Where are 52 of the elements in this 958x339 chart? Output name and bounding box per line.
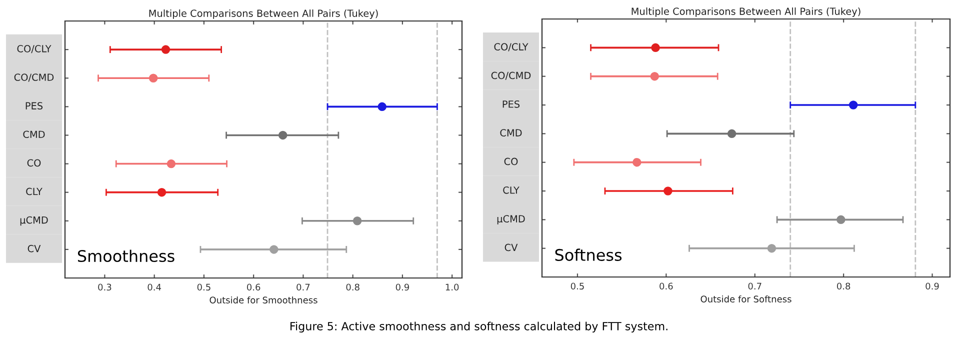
x-tick-label: 0.6 (246, 284, 260, 291)
x-tick-label: 0.5 (197, 284, 210, 291)
chart-title: Multiple Comparisons Between All Pairs (Tukey) (149, 9, 378, 19)
point (352, 216, 362, 226)
y-tick-label: CMD (23, 130, 45, 138)
x-tick-label: 0.8 (836, 282, 850, 290)
y-tick-label: µCMD (497, 215, 525, 224)
point (278, 130, 288, 140)
y-tick-label: CO/CMD (491, 72, 531, 80)
point (157, 188, 166, 197)
point (270, 245, 278, 254)
point (378, 102, 386, 112)
y-tick-label: CV (28, 244, 41, 252)
y-tick-label: CLY (503, 186, 520, 194)
y-tick-label: µCMD (20, 216, 48, 226)
x-tick-label: 0.7 (296, 284, 310, 291)
annotation: Smoothness (78, 250, 174, 262)
y-tick-label: PES (26, 102, 43, 110)
point (148, 74, 158, 82)
y-tick-label: CMD (500, 129, 522, 136)
chart-title: Multiple Comparisons Between All Pairs (Tukey) (632, 7, 860, 17)
point (727, 129, 736, 138)
point (166, 159, 176, 168)
y-tick-label: PES (502, 100, 520, 108)
x-tick-label: 1.0 (446, 284, 459, 291)
point (836, 215, 846, 224)
point (848, 100, 858, 110)
point (161, 45, 170, 54)
x-axis-title: Outside for Softness (700, 295, 792, 302)
point (767, 244, 776, 253)
point (650, 72, 660, 81)
x-tick-label: 0.3 (98, 284, 112, 291)
caption: Figure 5: Active smoothness and softness calculated by FTT system. (290, 322, 668, 333)
x-axis-title: Outside for Smoothness (210, 296, 318, 304)
y-tick-label: CLY (26, 188, 42, 196)
point (664, 186, 672, 196)
x-tick-label: 0.6 (660, 282, 673, 290)
x-tick-label: 0.8 (346, 284, 360, 291)
y-tick-label: CO/CLY (494, 43, 528, 52)
x-tick-label: 0.5 (570, 282, 584, 290)
point (632, 158, 642, 167)
y-tick-label: CO (27, 159, 41, 167)
annotation: Softness (555, 248, 622, 262)
y-tick-label: CV (504, 244, 518, 252)
x-tick-label: 0.4 (148, 284, 161, 291)
y-tick-label: CO/CMD (14, 74, 54, 82)
x-tick-label: 0.7 (748, 282, 762, 290)
y-tick-label: CO/CLY (17, 45, 52, 54)
x-tick-label: 0.9 (926, 282, 939, 290)
x-tick-label: 0.9 (396, 284, 409, 291)
y-tick-label: CO (504, 158, 518, 166)
point (651, 43, 660, 52)
